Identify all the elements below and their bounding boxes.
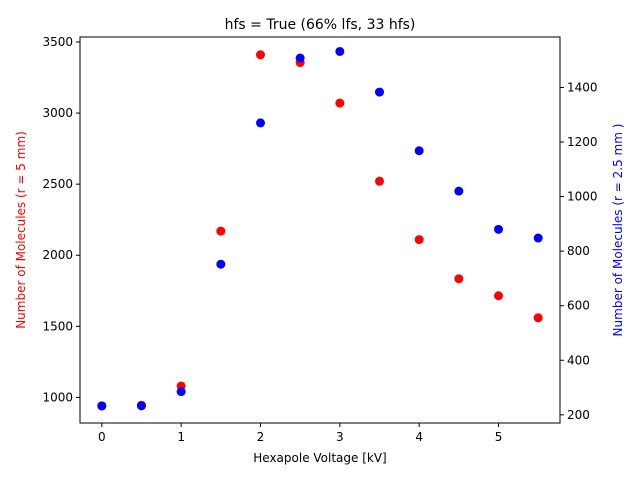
blue-point xyxy=(136,401,146,411)
plot-frame xyxy=(79,36,561,424)
red-point xyxy=(255,50,265,60)
blue-point xyxy=(335,46,345,56)
y-right-tick-label: 1000 xyxy=(567,190,598,204)
blue-point xyxy=(375,87,385,97)
x-tick-label: 3 xyxy=(336,430,344,444)
red-point xyxy=(533,313,543,323)
x-tick-label: 5 xyxy=(495,430,503,444)
blue-point xyxy=(255,118,265,128)
y-left-tick-label: 1500 xyxy=(42,319,73,333)
y-right-tick-label: 800 xyxy=(567,244,590,258)
y-left-tick-label: 1000 xyxy=(42,390,73,404)
blue-point xyxy=(97,401,107,411)
y-left-tick-label: 2500 xyxy=(42,177,73,191)
red-point xyxy=(375,176,385,186)
red-point xyxy=(494,291,504,301)
y-left-tick-label: 2000 xyxy=(42,248,73,262)
y-right-tick-label: 1200 xyxy=(567,135,598,149)
y-right-tick-label: 600 xyxy=(567,299,590,313)
blue-point xyxy=(494,224,504,234)
x-axis-label: Hexapole Voltage [kV] xyxy=(253,451,387,465)
x-tick-label: 2 xyxy=(257,430,265,444)
blue-point xyxy=(295,53,305,63)
y-right-tick-label: 1400 xyxy=(567,80,598,94)
red-point xyxy=(454,274,464,284)
y-left-tick-label: 3500 xyxy=(42,35,73,49)
blue-point xyxy=(454,186,464,196)
y-left-tick-label: 3000 xyxy=(42,106,73,120)
y-axis-label-right: Number of Molecules (r = 2.5 mm ) xyxy=(611,124,625,337)
chart-title: hfs = True (66% lfs, 33 hfs) xyxy=(225,17,416,33)
x-tick-label: 4 xyxy=(415,430,423,444)
axis-ticks: 0 1 2 3 4 5 1000 1500 2000 2500 3000 3500 200 400 600 8… xyxy=(42,35,597,444)
y-right-tick-label: 400 xyxy=(567,353,590,367)
data-points xyxy=(97,46,543,411)
red-point xyxy=(414,235,424,245)
y-right-tick-label: 200 xyxy=(567,408,590,422)
red-point xyxy=(216,226,226,236)
x-tick-label: 1 xyxy=(177,430,185,444)
blue-point xyxy=(533,233,543,243)
blue-point xyxy=(216,259,226,269)
red-point xyxy=(335,98,345,108)
blue-point xyxy=(176,387,186,397)
blue-point xyxy=(414,146,424,156)
x-tick-label: 0 xyxy=(98,430,106,444)
y-axis-label-left: Number of Molecules (r = 5 mm) xyxy=(14,131,28,329)
